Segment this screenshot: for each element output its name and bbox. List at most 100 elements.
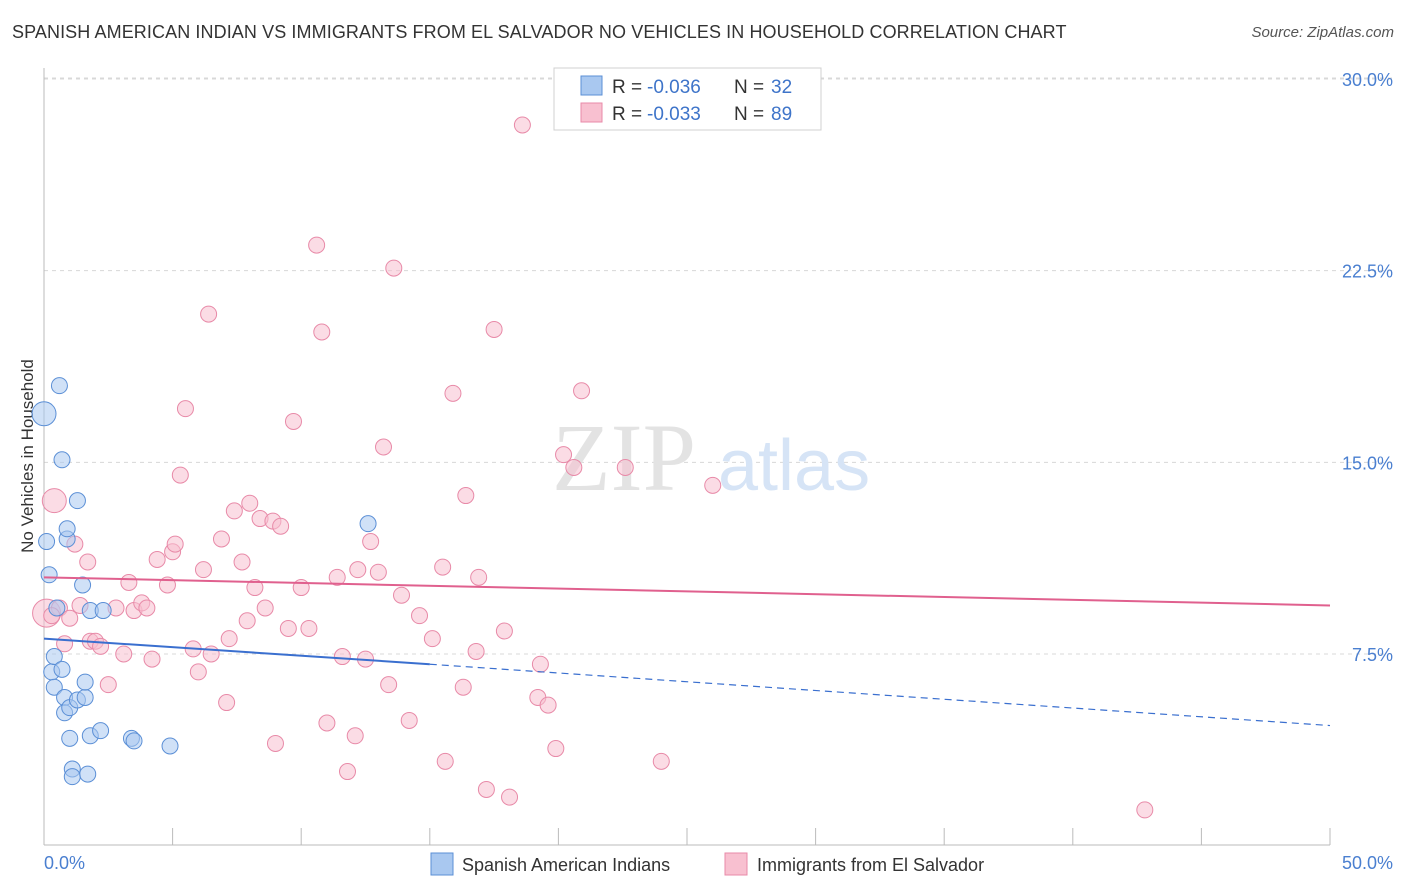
point-spanish-american-indian: [45, 678, 63, 696]
point-immigrant-el-salvador: [470, 568, 488, 586]
point-immigrant-el-salvador: [349, 561, 367, 579]
point-immigrant-el-salvador: [436, 752, 454, 770]
point-immigrant-el-salvador: [266, 734, 284, 752]
point-immigrant-el-salvador: [457, 487, 475, 505]
point-immigrant-el-salvador: [225, 502, 243, 520]
point-immigrant-el-salvador: [513, 116, 531, 134]
point-spanish-american-indian: [68, 492, 86, 510]
point-immigrant-el-salvador: [1136, 801, 1154, 819]
trendlines: [43, 576, 1331, 727]
point-immigrant-el-salvador: [41, 488, 67, 514]
point-immigrant-el-salvador: [79, 553, 97, 571]
point-immigrant-el-salvador: [369, 563, 387, 581]
legend-n-label-blue: N =: [734, 77, 764, 98]
point-immigrant-el-salvador: [338, 763, 356, 781]
point-immigrant-el-salvador: [565, 458, 583, 476]
point-immigrant-el-salvador: [220, 630, 238, 648]
point-spanish-american-indian: [45, 648, 63, 666]
point-spanish-american-indian: [50, 377, 68, 395]
point-immigrant-el-salvador: [166, 535, 184, 553]
y-tick-label: 30.0%: [1342, 70, 1393, 90]
point-immigrant-el-salvador: [477, 780, 495, 798]
bottom-legend-swatch-blue: [430, 852, 454, 876]
point-immigrant-el-salvador: [313, 323, 331, 341]
series-spanish-american-indians: [31, 377, 377, 786]
point-immigrant-el-salvador: [61, 609, 79, 627]
trendline-blue-extension: [429, 663, 1331, 727]
point-immigrant-el-salvador: [375, 438, 393, 456]
point-immigrant-el-salvador: [284, 412, 302, 430]
point-spanish-american-indian: [76, 688, 94, 706]
point-immigrant-el-salvador: [454, 678, 472, 696]
point-immigrant-el-salvador: [279, 619, 297, 637]
point-spanish-american-indian: [359, 515, 377, 533]
legend-r-label-blue: R =: [612, 77, 642, 98]
point-spanish-american-indian: [61, 729, 79, 747]
point-immigrant-el-salvador: [411, 607, 429, 625]
point-spanish-american-indian: [92, 722, 110, 740]
point-immigrant-el-salvador: [400, 711, 418, 729]
point-immigrant-el-salvador: [176, 400, 194, 418]
point-immigrant-el-salvador: [300, 619, 318, 637]
point-immigrant-el-salvador: [92, 637, 110, 655]
point-immigrant-el-salvador: [385, 259, 403, 277]
point-immigrant-el-salvador: [495, 622, 513, 640]
point-immigrant-el-salvador: [346, 727, 364, 745]
point-immigrant-el-salvador: [393, 586, 411, 604]
point-immigrant-el-salvador: [194, 561, 212, 579]
point-spanish-american-indian: [58, 520, 76, 538]
bottom-legend-swatch-pink: [724, 852, 748, 876]
point-immigrant-el-salvador: [212, 530, 230, 548]
point-immigrant-el-salvador: [539, 696, 557, 714]
x-tick-label-max: 50.0%: [1342, 853, 1393, 873]
point-immigrant-el-salvador: [333, 648, 351, 666]
point-immigrant-el-salvador: [200, 305, 218, 323]
point-spanish-american-indian: [125, 732, 143, 750]
watermark-atlas: atlas: [718, 426, 870, 506]
point-immigrant-el-salvador: [467, 642, 485, 660]
legend-r-label-pink: R =: [612, 104, 642, 125]
bottom-legend-label-pink: Immigrants from El Salvador: [757, 855, 984, 875]
legend-n-label-pink: N =: [734, 104, 764, 125]
point-immigrant-el-salvador: [380, 676, 398, 694]
point-spanish-american-indian: [79, 765, 97, 783]
legend-r-value-blue: -0.036: [647, 77, 701, 98]
y-tick-labels: 7.5% 15.0% 22.5% 30.0%: [1342, 70, 1393, 665]
point-spanish-american-indian: [48, 599, 66, 617]
point-immigrant-el-salvador: [218, 694, 236, 712]
point-immigrant-el-salvador: [555, 446, 573, 464]
point-immigrant-el-salvador: [99, 676, 117, 694]
point-immigrant-el-salvador: [362, 533, 380, 551]
chart-title: SPANISH AMERICAN INDIAN VS IMMIGRANTS FR…: [12, 22, 1067, 42]
point-immigrant-el-salvador: [138, 599, 156, 617]
point-immigrant-el-salvador: [444, 384, 462, 402]
point-spanish-american-indian: [76, 673, 94, 691]
y-axis-label: No Vehicles in Household: [18, 359, 37, 553]
point-spanish-american-indian: [161, 737, 179, 755]
point-spanish-american-indian: [53, 660, 71, 678]
trendline-pink: [43, 576, 1331, 607]
bottom-legend: Spanish American Indians Immigrants from…: [430, 852, 984, 876]
point-immigrant-el-salvador: [547, 740, 565, 758]
legend-swatch-pink: [580, 102, 603, 123]
point-immigrant-el-salvador: [120, 573, 138, 591]
legend: R = -0.036 N = 32 R = -0.033 N = 89: [553, 67, 822, 131]
point-immigrant-el-salvador: [531, 655, 549, 673]
point-immigrant-el-salvador: [328, 568, 346, 586]
y-tick-label: 7.5%: [1352, 645, 1393, 665]
point-immigrant-el-salvador: [616, 458, 634, 476]
point-immigrant-el-salvador: [233, 553, 251, 571]
point-immigrant-el-salvador: [256, 599, 274, 617]
watermark-zip: ZIP: [552, 404, 696, 511]
point-immigrant-el-salvador: [423, 630, 441, 648]
point-immigrant-el-salvador: [652, 752, 670, 770]
point-immigrant-el-salvador: [704, 476, 722, 494]
y-tick-label: 22.5%: [1342, 262, 1393, 282]
point-immigrant-el-salvador: [115, 645, 133, 663]
point-spanish-american-indian: [74, 576, 92, 594]
point-spanish-american-indian: [53, 451, 71, 469]
legend-swatch-blue: [580, 75, 603, 96]
point-spanish-american-indian: [94, 602, 112, 620]
x-ticks: [43, 828, 1331, 845]
